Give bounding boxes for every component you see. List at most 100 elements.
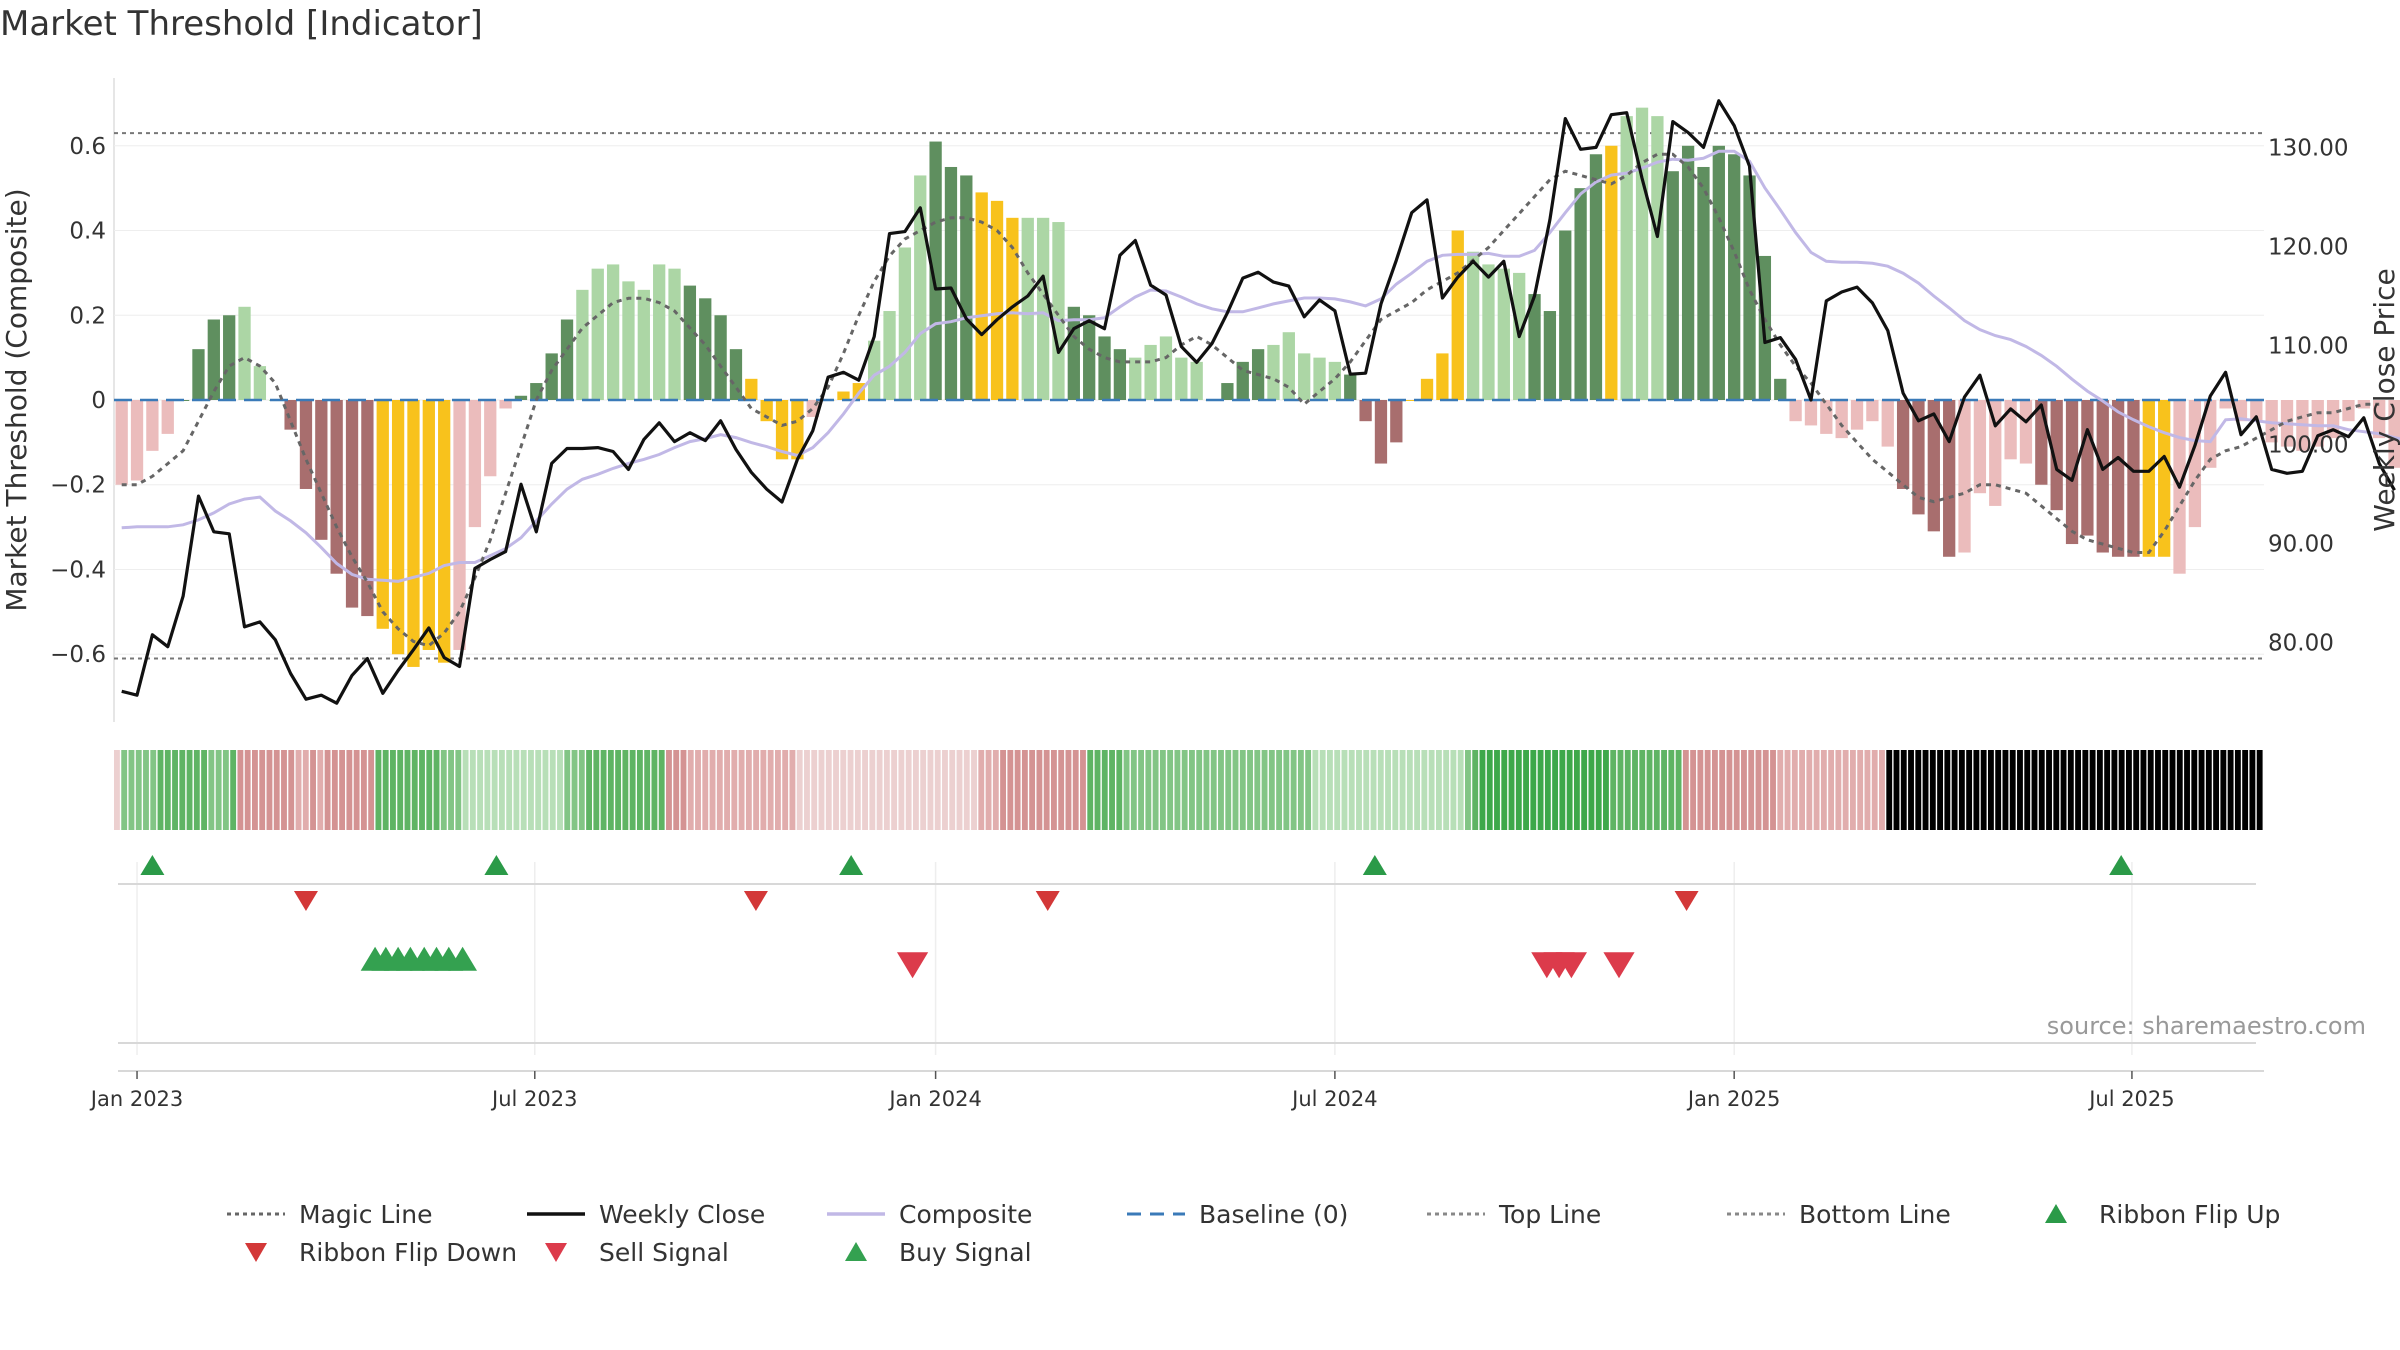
y-tick-label: 0.6 (69, 134, 106, 160)
composite-bar (714, 315, 727, 400)
ribbon-segment (1428, 750, 1435, 830)
ribbon-flip-down-marker (1035, 891, 1060, 911)
ribbon-segment (1319, 750, 1326, 830)
legend-item: Magic Line (225, 1195, 525, 1233)
legend-item: Composite (825, 1195, 1125, 1233)
composite-bar (1635, 107, 1649, 400)
date-tick-label: Jan 2024 (887, 1087, 982, 1111)
ribbon-segment (1457, 750, 1464, 830)
ribbon-segment (230, 750, 237, 830)
ribbon-segment (157, 750, 164, 830)
ribbon-segment (1029, 750, 1036, 830)
ribbon-segment (1624, 750, 1631, 830)
ribbon-segment (1523, 750, 1529, 830)
ribbon-segment (252, 750, 258, 830)
composite-bar (791, 400, 804, 460)
ribbon-segment (244, 750, 251, 830)
ribbon-segment (1508, 750, 1515, 830)
ribbon-segment (1915, 750, 1922, 830)
composite-bar (760, 400, 773, 422)
ribbon-segment (760, 750, 767, 830)
y-tick-label: −0.4 (50, 557, 106, 583)
composite-bar (560, 319, 574, 400)
ribbon-segment (426, 750, 433, 830)
ribbon-segment (1138, 750, 1145, 830)
ribbon-segment (1109, 750, 1115, 830)
ribbon-segment (1225, 750, 1232, 830)
composite-bar (1344, 374, 1357, 400)
y2-tick-label: 90.00 (2268, 532, 2334, 558)
ribbon-segment (2249, 750, 2256, 830)
ribbon-segment (462, 750, 469, 830)
ribbon-segment (1043, 750, 1050, 830)
ribbon-segment (2155, 750, 2161, 830)
legend-symbol (1427, 1212, 1485, 1216)
composite-bar (453, 400, 466, 650)
ribbon-segment (1908, 750, 1914, 830)
composite-bar (1666, 171, 1679, 400)
composite-bar (484, 400, 497, 477)
ribbon-segment (811, 750, 818, 830)
composite-bar (2019, 400, 2033, 464)
ribbon-segment (1050, 750, 1057, 830)
ribbon-segment (1581, 750, 1588, 830)
y2-axis-label: Weekly Close Price (2368, 268, 2400, 531)
ribbon-segment (506, 750, 513, 830)
composite-bar (223, 315, 236, 400)
ribbon-segment (484, 750, 491, 830)
composite-bar (391, 400, 405, 655)
ribbon-segment (600, 750, 607, 830)
ribbon-segment (164, 750, 171, 830)
ribbon-segment (2111, 750, 2118, 830)
ribbon-segment (2242, 750, 2249, 830)
threshold-lines (114, 132, 2264, 660)
ribbon-segment (1000, 750, 1007, 830)
ribbon-segment (1791, 750, 1798, 830)
y2-tick-label: 130.00 (2268, 135, 2348, 161)
ribbon-segment (1871, 750, 1878, 830)
ribbon-segment (1297, 750, 1304, 830)
legend-label: Top Line (1499, 1199, 1602, 1229)
ribbon-segment (201, 750, 208, 830)
legend-item: Weekly Close (525, 1195, 825, 1233)
ribbon-segment (302, 750, 309, 830)
ribbon-segment (2213, 750, 2220, 830)
composite-bar (1927, 400, 1940, 532)
composite-bar (1697, 166, 1710, 400)
ribbon-segment (1610, 750, 1617, 830)
ribbon-segment (498, 750, 505, 830)
ribbon-segment (390, 750, 396, 830)
ribbon-segment (2125, 750, 2132, 830)
composite-bar (729, 349, 743, 400)
signal-panel (118, 855, 2264, 1072)
ribbon-segment (222, 750, 229, 830)
composite-bar (1774, 378, 1787, 400)
ribbon-segment (1603, 750, 1609, 830)
ribbon-segment (629, 750, 636, 830)
ribbon-segment (1646, 750, 1653, 830)
composite-bar (1221, 383, 1234, 400)
ribbon-segment (193, 750, 200, 830)
ribbon-segment (782, 750, 789, 830)
ribbon-segment (1958, 750, 1965, 830)
ribbon-flip-up-marker (2109, 855, 2134, 875)
ribbon-segment (593, 750, 600, 830)
ribbon-segment (1080, 750, 1086, 830)
composite-bar (315, 400, 328, 540)
legend-item: Sell Signal (525, 1233, 825, 1271)
ribbon-segment (528, 750, 534, 830)
ribbon-segment (1799, 750, 1805, 830)
ribbon-segment (448, 750, 454, 830)
ribbon-segment (1595, 750, 1602, 830)
composite-bar (1129, 357, 1142, 400)
composite-bar (253, 366, 267, 400)
composite-bar (299, 400, 313, 489)
ribbon-segment (1334, 750, 1341, 830)
legend-item: Bottom Line (1725, 1195, 2025, 1233)
ribbon-segment (1443, 750, 1450, 830)
ribbon-segment (1210, 750, 1217, 830)
composite-bar (1559, 230, 1572, 400)
ribbon-segment (1559, 750, 1566, 830)
composite-bar (115, 400, 128, 485)
ribbon-segment (1864, 750, 1871, 830)
